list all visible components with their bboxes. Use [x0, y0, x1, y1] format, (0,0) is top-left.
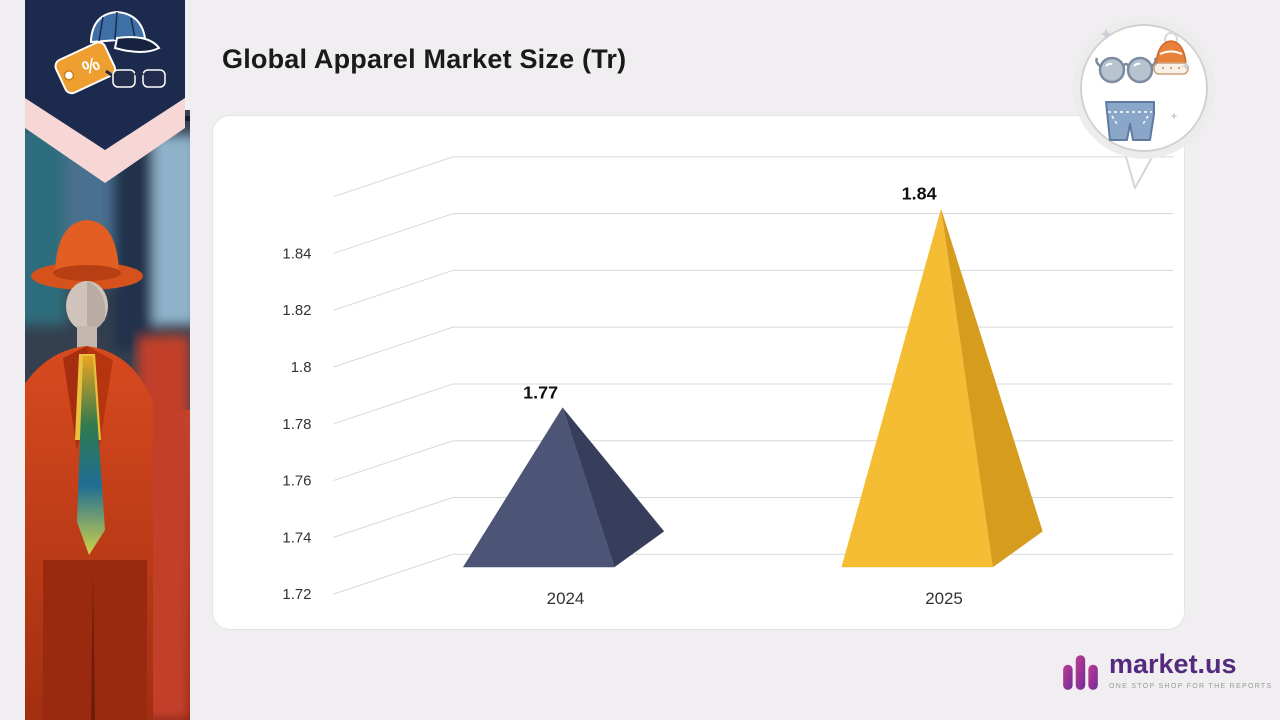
y-tick-label: 1.82 — [282, 302, 311, 319]
data-label: 1.84 — [902, 184, 937, 204]
chart-card: 1.84 1.82 1.8 1.78 1.76 1.74 1.72 1.77 2024 1.84 2… — [212, 115, 1185, 630]
brand-name: market.us — [1109, 649, 1237, 679]
apparel-category-badge: % — [25, 0, 185, 183]
y-tick-label: 1.72 — [282, 586, 311, 603]
banner-chevron — [25, 95, 185, 183]
pyramid-front-2025 — [841, 208, 993, 568]
brand-footer: market.us ONE STOP SHOP FOR THE REPORTS — [1060, 649, 1273, 692]
y-tick-label: 1.78 — [282, 416, 311, 433]
pyramid-side-2024 — [562, 407, 665, 568]
sunglasses-icon — [105, 69, 173, 88]
pyramid-side-2025 — [941, 208, 1043, 568]
gridlines — [333, 156, 1174, 595]
mannequin — [25, 220, 153, 720]
beanie-icon — [1153, 32, 1189, 75]
x-category-label: 2024 — [547, 589, 585, 608]
y-tick-label: 1.76 — [282, 473, 311, 490]
x-category-label: 2025 — [925, 589, 963, 608]
pyramid-chart: 1.84 1.82 1.8 1.78 1.76 1.74 1.72 1.77 2024 1.84 2… — [282, 156, 1174, 608]
page-title: Global Apparel Market Size (Tr) — [222, 44, 627, 74]
sunglasses-icon — [1095, 56, 1157, 84]
pyramid-front-2024 — [462, 407, 615, 568]
data-label: 1.77 — [523, 382, 558, 402]
y-tick-label: 1.84 — [282, 245, 311, 262]
baseball-cap-icon — [90, 10, 161, 53]
denim-shorts-icon — [1105, 101, 1155, 141]
y-tick-label: 1.74 — [282, 529, 311, 546]
sparkle-icons — [1101, 29, 1190, 120]
y-tick-label: 1.8 — [291, 359, 312, 376]
apparel-pin-badge — [1073, 17, 1215, 189]
brand-tagline: ONE STOP SHOP FOR THE REPORTS — [1109, 682, 1273, 690]
apparel-photo — [25, 110, 190, 720]
discount-tag-icon: % — [54, 41, 117, 95]
marketus-logo-icon — [1063, 655, 1098, 690]
